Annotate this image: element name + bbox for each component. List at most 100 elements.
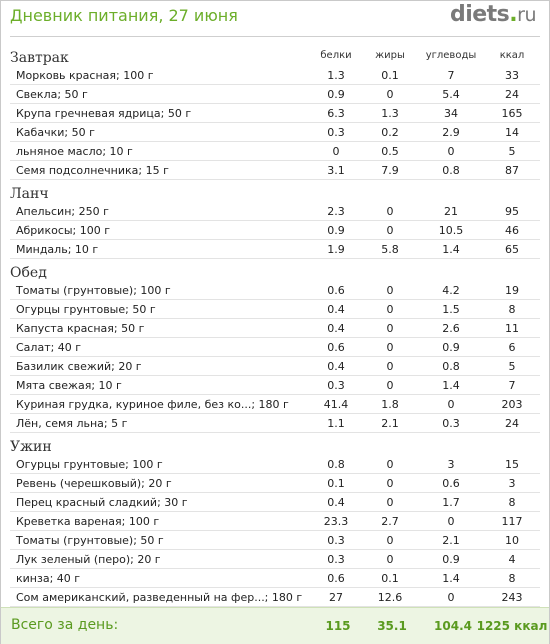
food-row: Огурцы грунтовые; 50 г 0.4 0 1.5 8	[10, 299, 540, 319]
food-row: Миндаль; 10 г 1.9 5.8 1.4 65	[10, 239, 540, 259]
food-kcal: 5	[484, 141, 540, 161]
food-kcal: 6	[484, 337, 540, 357]
food-fat: 0	[362, 299, 418, 319]
food-fat: 0	[362, 84, 418, 104]
food-row: Апельсин; 250 г 2.3 0 21 95	[10, 202, 540, 221]
section-spacer	[418, 259, 484, 282]
food-fat: 0	[362, 356, 418, 376]
section-spacer	[484, 180, 540, 203]
food-fat: 0.1	[362, 66, 418, 85]
food-name: Апельсин; 250 г	[10, 202, 310, 221]
food-protein: 0.3	[310, 530, 362, 550]
food-name: Мята свежая; 10 г	[10, 375, 310, 395]
section-spacer	[310, 433, 362, 456]
column-header-protein: белки	[320, 49, 352, 61]
food-protein: 1.9	[310, 239, 362, 259]
total-kcal: 1225 ккал	[476, 619, 548, 633]
food-row: Куриная грудка, куриное филе, без ко...;…	[10, 394, 540, 414]
food-name: Крупа гречневая ядрица; 50 г	[10, 103, 310, 123]
food-fat: 0	[362, 375, 418, 395]
column-header-fat: жиры	[375, 49, 405, 61]
site-logo[interactable]: diets.ru	[450, 2, 537, 27]
food-fat: 0	[362, 220, 418, 240]
section-title: Ужин	[10, 439, 52, 455]
food-fat: 0	[362, 492, 418, 512]
food-name: Свекла; 50 г	[10, 84, 310, 104]
food-row: Ревень (черешковый); 20 г 0.1 0 0.6 3	[10, 473, 540, 493]
logo-tld: ru	[517, 4, 536, 26]
food-kcal: 10	[484, 530, 540, 550]
food-protein: 27	[310, 587, 362, 607]
food-fat: 5.8	[362, 239, 418, 259]
food-kcal: 8	[484, 299, 540, 319]
column-header-carbs: углеводы	[425, 49, 477, 61]
section-title: Завтрак	[10, 50, 69, 66]
food-row: Свекла; 50 г 0.9 0 5.4 24	[10, 84, 540, 104]
header: Дневник питания, 27 июня diets.ru	[0, 0, 550, 34]
header-divider	[10, 36, 540, 37]
food-carbs: 0.8	[418, 356, 484, 376]
section-spacer	[418, 433, 484, 456]
diary-table: Завтрак белки жиры углеводы ккал Морковь крас…	[10, 44, 540, 607]
food-row: Салат; 40 г 0.6 0 0.9 6	[10, 337, 540, 357]
food-row: Семя подсолнечника; 15 г 3.1 7.9 0.8 87	[10, 160, 540, 180]
food-row: кинза; 40 г 0.6 0.1 1.4 8	[10, 568, 540, 588]
food-protein: 0.1	[310, 473, 362, 493]
food-name: Ревень (черешковый); 20 г	[10, 473, 310, 493]
food-carbs: 2.6	[418, 318, 484, 338]
food-name: Морковь красная; 100 г	[10, 66, 310, 85]
food-kcal: 87	[484, 160, 540, 180]
food-protein: 0.9	[310, 84, 362, 104]
food-carbs: 10.5	[418, 220, 484, 240]
food-fat: 0	[362, 202, 418, 221]
section-title: Ланч	[10, 186, 49, 202]
food-carbs: 7	[418, 66, 484, 85]
section-header: Ужин	[10, 433, 540, 456]
food-row: Перец красный сладкий; 30 г 0.4 0 1.7 8	[10, 492, 540, 512]
food-name: Кабачки; 50 г	[10, 122, 310, 142]
food-fat: 0.1	[362, 568, 418, 588]
food-fat: 0	[362, 281, 418, 300]
food-kcal: 95	[484, 202, 540, 221]
food-protein: 3.1	[310, 160, 362, 180]
food-fat: 2.1	[362, 413, 418, 433]
food-kcal: 15	[484, 455, 540, 474]
food-row: Крупа гречневая ядрица; 50 г 6.3 1.3 34 165	[10, 103, 540, 123]
food-name: Абрикосы; 100 г	[10, 220, 310, 240]
food-name: Огурцы грунтовые; 100 г	[10, 455, 310, 474]
food-name: кинза; 40 г	[10, 568, 310, 588]
food-fat: 0	[362, 549, 418, 569]
food-row: Морковь красная; 100 г 1.3 0.1 7 33	[10, 66, 540, 85]
total-protein: 115	[325, 619, 351, 633]
food-fat: 0	[362, 318, 418, 338]
food-fat: 0	[362, 473, 418, 493]
total-carbs: 104.4	[434, 619, 472, 633]
section-spacer	[484, 433, 540, 456]
food-carbs: 2.1	[418, 530, 484, 550]
food-row: Кабачки; 50 г 0.3 0.2 2.9 14	[10, 122, 540, 142]
food-kcal: 7	[484, 375, 540, 395]
section-spacer	[310, 259, 362, 282]
food-protein: 0.4	[310, 318, 362, 338]
food-kcal: 65	[484, 239, 540, 259]
food-name: Лук зеленый (перо); 20 г	[10, 549, 310, 569]
food-fat: 12.6	[362, 587, 418, 607]
food-carbs: 0.9	[418, 337, 484, 357]
food-protein: 0.4	[310, 492, 362, 512]
food-carbs: 0	[418, 141, 484, 161]
food-kcal: 24	[484, 413, 540, 433]
food-fat: 7.9	[362, 160, 418, 180]
food-row: Огурцы грунтовые; 100 г 0.8 0 3 15	[10, 455, 540, 474]
food-kcal: 46	[484, 220, 540, 240]
food-fat: 0.2	[362, 122, 418, 142]
food-fat: 1.3	[362, 103, 418, 123]
food-fat: 2.7	[362, 511, 418, 531]
food-name: Куриная грудка, куриное филе, без ко...;…	[10, 394, 310, 414]
food-name: льняное масло; 10 г	[10, 141, 310, 161]
food-row: Капуста красная; 50 г 0.4 0 2.6 11	[10, 318, 540, 338]
food-row: Лён, семя льна; 5 г 1.1 2.1 0.3 24	[10, 413, 540, 433]
food-carbs: 0	[418, 394, 484, 414]
page-title: Дневник питания, 27 июня	[10, 6, 238, 25]
logo-dot: .	[509, 2, 518, 27]
food-fat: 0	[362, 530, 418, 550]
